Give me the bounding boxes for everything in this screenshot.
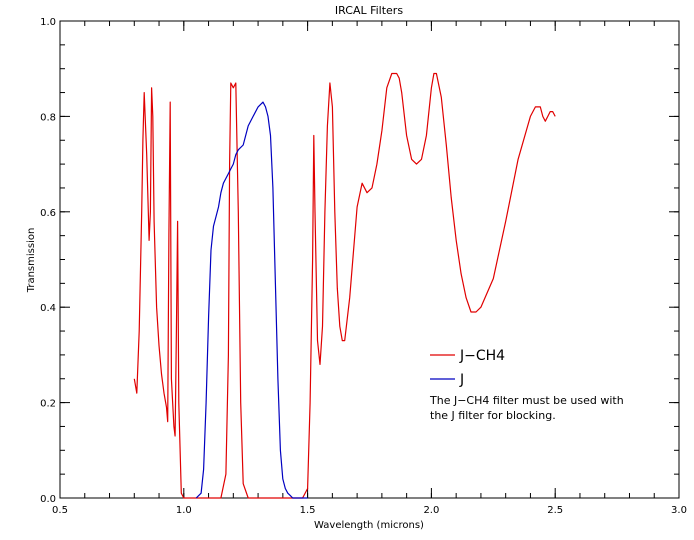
- y-axis-ticks: 0.0 0.2 0.4 0.6 0.8 1.0: [40, 17, 679, 505]
- x-tick-label: 1.0: [176, 505, 192, 516]
- legend-label-j-ch4: J−CH4: [459, 348, 505, 364]
- chart-title: IRCAL Filters: [335, 4, 403, 17]
- y-tick-label: 0.0: [40, 494, 56, 505]
- annotation-line-1: The J−CH4 filter must be used with: [429, 394, 624, 407]
- y-tick-label: 0.6: [40, 208, 56, 219]
- annotation-line-2: the J filter for blocking.: [430, 409, 556, 422]
- series-line-j: [195, 101, 308, 499]
- x-tick-label: 2.5: [547, 505, 563, 516]
- y-axis-label: Transmission: [26, 228, 37, 294]
- x-axis-ticks: 0.5 1.0 1.5 2.0 2.5 3.0: [52, 21, 687, 516]
- x-tick-label: 2.0: [423, 505, 439, 516]
- x-tick-label: 0.5: [52, 505, 68, 516]
- series-layer: [133, 72, 556, 499]
- legend-label-j: J: [459, 372, 464, 388]
- x-tick-label: 1.5: [300, 505, 316, 516]
- y-tick-label: 0.4: [40, 303, 56, 314]
- legend: J−CH4 J: [430, 348, 505, 388]
- series-line-j-ch4: [133, 72, 556, 499]
- annotation-note: The J−CH4 filter must be used with the J…: [429, 394, 624, 422]
- x-axis-label: Wavelength (microns): [314, 520, 424, 531]
- y-tick-label: 1.0: [40, 17, 56, 28]
- x-tick-label: 3.0: [671, 505, 687, 516]
- y-tick-label: 0.2: [40, 399, 56, 410]
- y-tick-label: 0.8: [40, 112, 56, 123]
